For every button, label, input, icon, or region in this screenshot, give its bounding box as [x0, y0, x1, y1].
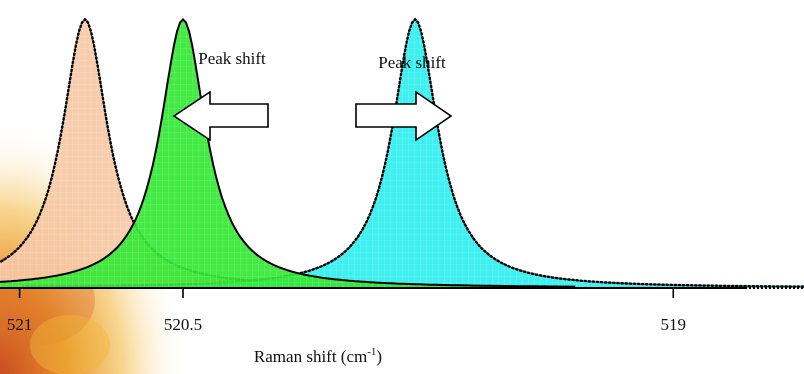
peak-grid-texture-1 — [0, 19, 576, 288]
x-tick-label-0: 521 — [7, 315, 33, 334]
x-tick-label-1: 520.5 — [164, 315, 202, 334]
arrow-left-icon — [172, 90, 269, 142]
peaks-group — [0, 17, 804, 288]
peak-shift-left-label: Peak shift — [198, 49, 266, 68]
peak-shift-right-label: Peak shift — [378, 53, 446, 72]
peak-shift-left-annotation: Peak shift — [172, 49, 269, 142]
peak-shift-right-annotation: Peak shift — [355, 53, 453, 142]
peak-series-1 — [0, 17, 576, 288]
x-axis-ticks: 521 520.5 519 — [7, 288, 686, 334]
arrow-right-icon — [355, 90, 453, 142]
peak-grid-texture-2 — [22, 19, 804, 288]
x-tick-label-2: 519 — [661, 315, 687, 334]
peak-line-1 — [0, 17, 576, 288]
peak-grid-texture-0 — [0, 19, 478, 288]
x-axis-title: Raman shift (cm-1) — [254, 346, 382, 366]
